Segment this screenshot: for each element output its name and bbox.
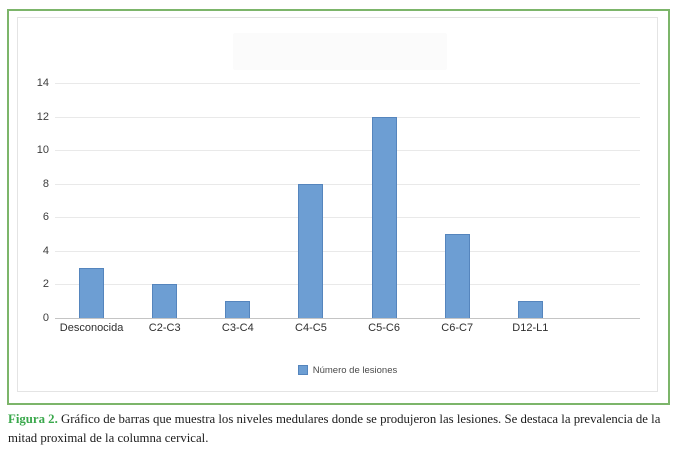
- y-tick-label: 8: [42, 177, 49, 190]
- y-axis: 0 2 4 6 8 10 12 14: [18, 77, 49, 324]
- x-tick-label: C6-C7: [441, 322, 474, 334]
- figure-caption: Figura 2. Gráfico de barras que muestra …: [8, 410, 676, 447]
- legend: Número de lesiones: [55, 363, 640, 377]
- gridline: [55, 150, 640, 152]
- bar-d12-l1: [517, 301, 543, 318]
- figure-caption-label: Figura 2.: [8, 412, 58, 426]
- y-tick-label: 0: [42, 312, 49, 324]
- gridline: [55, 83, 640, 84]
- chart-title-area: [233, 33, 447, 70]
- legend-label: Número de lesiones: [312, 364, 398, 376]
- x-axis: Desconocida C2-C3 C3-C4 C4-C5 C5-C6 C6-C7 D12-…: [55, 322, 640, 338]
- bar-c4-c5: [298, 183, 324, 318]
- x-tick-label: C4-C5: [295, 322, 327, 334]
- bar-chart: 0 2 4 6 8 10 12 14 Desconocida C2-C3 C3-C4 C4-C5 C5…: [17, 17, 658, 392]
- gridline: [55, 217, 640, 219]
- x-tick-label: Desconocida: [59, 322, 124, 334]
- y-tick-label: 12: [36, 110, 49, 123]
- y-tick-label: 14: [36, 77, 49, 89]
- y-tick-label: 4: [42, 244, 49, 257]
- x-tick-label: C2-C3: [148, 322, 181, 334]
- gridline: [55, 250, 640, 252]
- x-tick-label: C5-C6: [368, 322, 400, 334]
- y-tick-label: 6: [42, 211, 49, 224]
- gridline: [55, 116, 640, 118]
- y-tick-label: 10: [36, 144, 49, 157]
- bar-desconocida: [79, 267, 105, 318]
- bar-c5-c6: [371, 116, 397, 318]
- y-tick-label: 2: [42, 278, 49, 291]
- figure-caption-text: Gráfico de barras que muestra los nivele…: [8, 412, 661, 445]
- x-axis-line: [55, 318, 640, 319]
- bar-c2-c3: [152, 284, 178, 318]
- gridline: [55, 183, 640, 185]
- gridline: [55, 284, 640, 286]
- x-tick-label: C3-C4: [221, 322, 254, 334]
- figure-border-box: 0 2 4 6 8 10 12 14 Desconocida C2-C3 C3-C4 C4-C5 C5…: [7, 9, 670, 405]
- legend-marker-icon: [297, 365, 308, 375]
- plot-area: [55, 83, 640, 319]
- bar-c3-c4: [225, 301, 251, 318]
- bar-c6-c7: [444, 234, 470, 318]
- x-tick-label: D12-L1: [512, 322, 549, 334]
